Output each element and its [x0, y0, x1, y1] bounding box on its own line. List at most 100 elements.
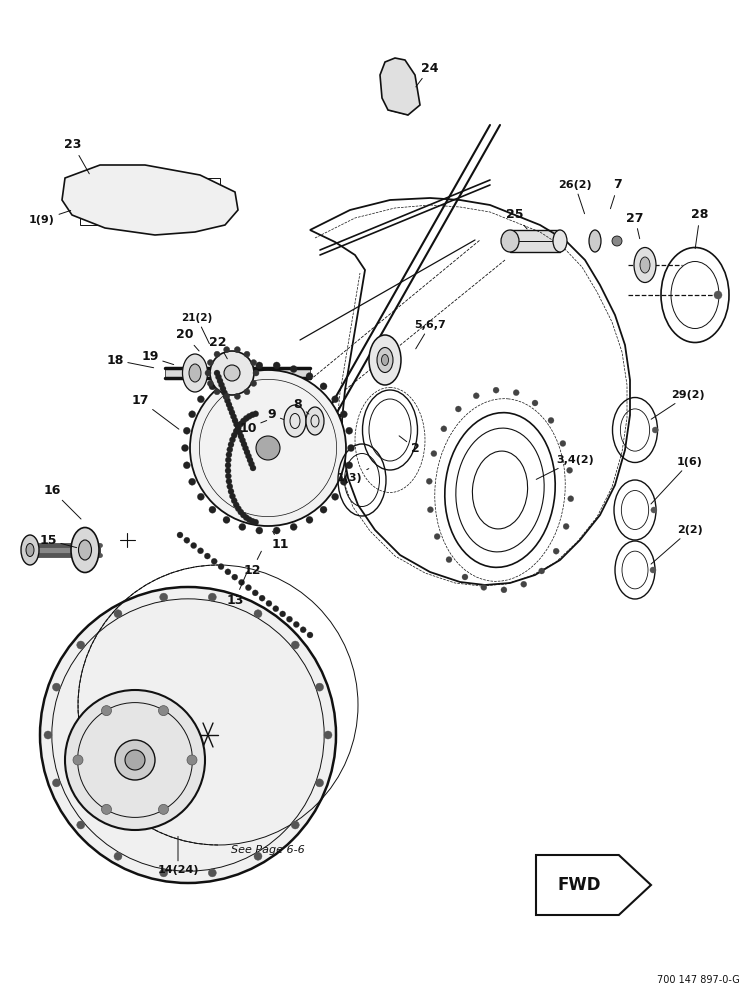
- Circle shape: [244, 449, 250, 455]
- Polygon shape: [62, 165, 238, 235]
- Text: 23: 23: [64, 138, 89, 174]
- Circle shape: [539, 568, 545, 574]
- Circle shape: [244, 389, 250, 395]
- Circle shape: [125, 750, 145, 770]
- Circle shape: [231, 498, 237, 504]
- Circle shape: [210, 351, 254, 395]
- Circle shape: [177, 532, 183, 538]
- Circle shape: [188, 411, 196, 418]
- Circle shape: [340, 411, 347, 418]
- Circle shape: [221, 390, 227, 396]
- Circle shape: [52, 779, 61, 787]
- Circle shape: [249, 412, 255, 418]
- Circle shape: [52, 683, 61, 691]
- Circle shape: [320, 383, 327, 390]
- Circle shape: [223, 373, 230, 380]
- Circle shape: [233, 428, 239, 434]
- Text: 1(3): 1(3): [337, 469, 369, 483]
- Circle shape: [77, 821, 85, 829]
- Circle shape: [224, 393, 230, 399]
- Circle shape: [239, 366, 246, 373]
- Circle shape: [242, 445, 248, 451]
- Circle shape: [306, 516, 313, 523]
- Text: 11: 11: [272, 531, 289, 552]
- Circle shape: [238, 509, 244, 515]
- Circle shape: [241, 441, 247, 447]
- Ellipse shape: [189, 364, 201, 382]
- Circle shape: [205, 370, 211, 376]
- Circle shape: [159, 869, 168, 877]
- Text: 24: 24: [416, 62, 439, 87]
- Circle shape: [426, 478, 432, 484]
- Circle shape: [714, 291, 722, 299]
- Circle shape: [226, 402, 232, 408]
- Circle shape: [159, 706, 168, 716]
- Circle shape: [224, 347, 230, 353]
- Circle shape: [331, 396, 339, 403]
- Circle shape: [188, 478, 196, 485]
- Circle shape: [293, 621, 299, 627]
- Circle shape: [563, 523, 569, 529]
- Text: 3,4(2): 3,4(2): [536, 455, 594, 479]
- Circle shape: [197, 396, 204, 403]
- Text: 14(24): 14(24): [157, 836, 199, 875]
- Ellipse shape: [306, 407, 324, 435]
- Circle shape: [548, 417, 554, 423]
- Circle shape: [184, 537, 190, 543]
- Circle shape: [243, 415, 249, 421]
- Circle shape: [238, 433, 244, 439]
- Circle shape: [231, 432, 237, 438]
- Circle shape: [246, 517, 252, 523]
- Text: 17: 17: [131, 393, 179, 429]
- Ellipse shape: [377, 348, 393, 372]
- Ellipse shape: [634, 247, 656, 282]
- Circle shape: [230, 493, 236, 499]
- Circle shape: [427, 507, 433, 513]
- Circle shape: [256, 362, 263, 369]
- Circle shape: [348, 444, 355, 452]
- Ellipse shape: [640, 257, 650, 273]
- Ellipse shape: [369, 335, 401, 385]
- Circle shape: [233, 421, 239, 427]
- Circle shape: [65, 690, 205, 830]
- Circle shape: [44, 731, 52, 739]
- Circle shape: [346, 462, 353, 469]
- Circle shape: [473, 393, 479, 399]
- Bar: [510, 230, 560, 252]
- Circle shape: [246, 413, 252, 419]
- Text: 5,6,7: 5,6,7: [414, 320, 446, 349]
- Circle shape: [253, 370, 259, 376]
- Circle shape: [223, 516, 230, 523]
- Circle shape: [224, 365, 240, 381]
- Bar: [28, 545, 100, 555]
- Circle shape: [226, 478, 232, 484]
- Circle shape: [290, 366, 297, 373]
- Circle shape: [214, 351, 220, 357]
- Circle shape: [331, 493, 339, 500]
- Circle shape: [115, 740, 155, 780]
- Circle shape: [501, 587, 507, 593]
- Circle shape: [254, 852, 262, 860]
- Circle shape: [249, 518, 255, 524]
- Text: FWD: FWD: [558, 876, 601, 894]
- Ellipse shape: [26, 544, 34, 556]
- Circle shape: [214, 389, 220, 395]
- Circle shape: [431, 451, 437, 457]
- Circle shape: [197, 493, 204, 500]
- Circle shape: [456, 406, 462, 412]
- Ellipse shape: [21, 535, 39, 565]
- Circle shape: [291, 641, 299, 649]
- Circle shape: [235, 425, 241, 431]
- Circle shape: [239, 579, 245, 585]
- Text: 16: 16: [43, 484, 81, 519]
- Circle shape: [236, 506, 242, 512]
- Text: 21(2): 21(2): [181, 313, 212, 344]
- Circle shape: [227, 447, 233, 453]
- Circle shape: [244, 351, 250, 357]
- Ellipse shape: [79, 540, 91, 560]
- Text: 29(2): 29(2): [652, 390, 705, 419]
- Circle shape: [218, 564, 224, 570]
- Circle shape: [183, 462, 190, 469]
- Circle shape: [225, 462, 231, 468]
- Circle shape: [208, 869, 216, 877]
